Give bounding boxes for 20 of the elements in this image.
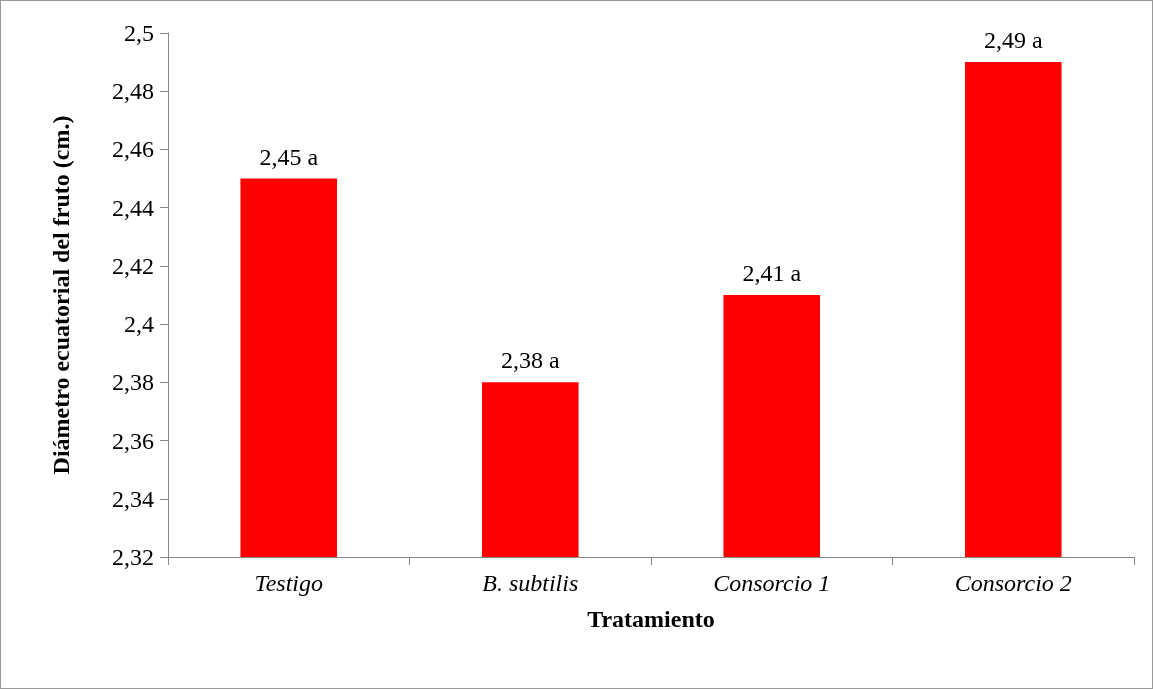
y-tick-label: 2,36 (112, 427, 154, 454)
y-tick-label: 2,46 (112, 136, 154, 163)
x-tick-label: Testigo (254, 570, 323, 596)
y-tick-label: 2,32 (112, 544, 154, 570)
x-axis-title: Tratamiento (587, 606, 715, 632)
x-tick-label: B. subtilis (482, 570, 579, 596)
x-tick-label: Consorcio 1 (713, 570, 831, 596)
data-label: 2,45 a (259, 143, 319, 170)
y-tick-label: 2,42 (112, 252, 154, 279)
data-label: 2,49 a (983, 27, 1043, 54)
data-label: 2,38 a (500, 347, 560, 374)
y-tick-label: 2,38 (112, 369, 154, 396)
x-tick-label: Consorcio 2 (954, 570, 1072, 596)
y-tick-label: 2,4 (124, 311, 154, 338)
y-tick-label: 2,48 (112, 78, 154, 105)
y-tick-label: 2,44 (112, 194, 154, 221)
y-tick-label: 2,34 (112, 485, 154, 512)
y-tick-label: 2,5 (124, 20, 154, 46)
data-label: 2,41 a (742, 260, 802, 286)
y-axis-title: Diámetro ecuatorial del fruto (cm.) (48, 115, 74, 475)
